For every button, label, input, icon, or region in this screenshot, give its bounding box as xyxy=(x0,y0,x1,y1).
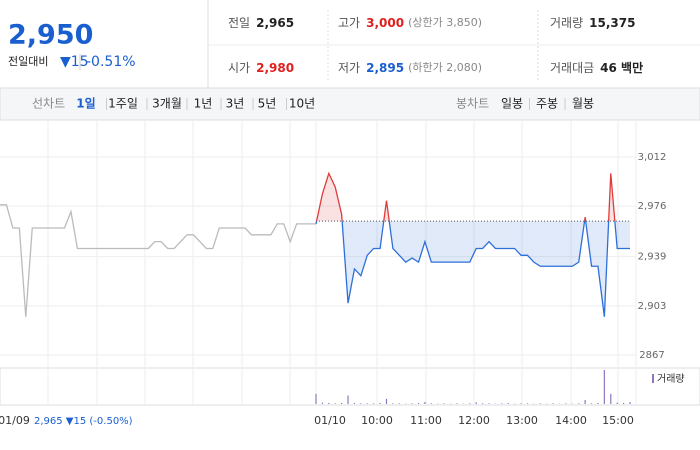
volume-bar xyxy=(501,403,503,404)
change-label: 전일대비 xyxy=(8,54,48,68)
x-tick-label: 13:00 xyxy=(506,414,538,427)
tab-label: 선차트 xyxy=(32,97,65,111)
volume-bar xyxy=(539,403,541,404)
volume-bar xyxy=(385,398,388,404)
stat-value: 2,965 xyxy=(256,16,294,30)
volume-bar xyxy=(616,402,618,404)
x-tick-label: 11:00 xyxy=(410,414,442,427)
volume-bar xyxy=(379,402,381,404)
volume-bar xyxy=(353,402,356,404)
stat: 시가 2,980 xyxy=(228,61,294,75)
volume-bar xyxy=(584,399,586,404)
stat: 거래량 15,375 xyxy=(550,16,635,30)
change: ▼15 xyxy=(60,54,89,70)
volume-bar xyxy=(443,403,445,404)
y-tick-label: 2,939 xyxy=(638,252,667,263)
stat-note: (상한가 3,850) xyxy=(408,16,482,29)
prev-day-line xyxy=(0,204,316,317)
x-tick-label: 01/10 xyxy=(314,414,346,427)
x-tick-label: 14:00 xyxy=(555,414,587,427)
volume-bar xyxy=(328,402,330,404)
change-pct: -0.51% xyxy=(86,54,136,70)
candle-tab[interactable]: 주봉 xyxy=(536,97,558,111)
volume-bar xyxy=(610,393,612,404)
volume-bar xyxy=(597,402,599,404)
stat-value: 2,980 xyxy=(256,61,294,75)
volume-bar xyxy=(411,403,413,404)
period-tab[interactable]: 3개월 xyxy=(152,97,182,111)
prev-summary: 2,965 ▼15 (-0.50%) xyxy=(34,416,133,427)
volume-bar xyxy=(456,403,458,404)
y-tick-label: 3,012 xyxy=(638,152,667,163)
stat-label: 거래량 xyxy=(550,16,583,30)
candle-tab[interactable]: 일봉 xyxy=(501,97,523,111)
stat-label: 전일 xyxy=(228,16,250,30)
stat-note: (하한가 2,080) xyxy=(408,60,482,74)
x-tick-label: 15:00 xyxy=(602,414,634,427)
volume-bar xyxy=(315,393,317,404)
stat-value: 46 백만 xyxy=(600,60,643,75)
volume-bar xyxy=(565,403,567,404)
volume-bar xyxy=(482,403,484,404)
volume-bar xyxy=(552,403,554,404)
y-tick-label: 2867 xyxy=(639,350,664,361)
volume-bar xyxy=(398,403,400,404)
volume-bar xyxy=(603,370,605,404)
legend-swatch xyxy=(652,374,654,383)
volume-bar xyxy=(341,402,343,404)
candle-tab[interactable]: 월봉 xyxy=(572,97,594,111)
stat-label: 거래대금 xyxy=(550,61,594,75)
volume-bar xyxy=(520,403,522,404)
period-tab[interactable]: 3년 xyxy=(226,97,245,111)
x-tick-label: 10:00 xyxy=(361,414,393,427)
volume-bar xyxy=(578,403,580,404)
volume-bar xyxy=(321,402,324,404)
period-tab[interactable]: 1일 xyxy=(76,97,95,111)
stat: 고가 3,000 (상한가 3,850) xyxy=(338,16,482,30)
tab-label: 봉차트 xyxy=(456,97,489,111)
volume-bar xyxy=(373,403,375,404)
volume-bar xyxy=(629,401,631,404)
volume-bar xyxy=(430,403,432,404)
period-tab[interactable]: 10년 xyxy=(289,97,315,111)
stat-value: 2,895 xyxy=(366,61,404,75)
x-tick-label: 12:00 xyxy=(458,414,490,427)
volume-bar xyxy=(590,403,593,404)
volume-bar xyxy=(417,402,420,404)
stat: 전일 2,965 xyxy=(228,16,294,30)
period-tab[interactable]: 5년 xyxy=(258,97,277,111)
volume-bar xyxy=(392,403,394,404)
volume-bar xyxy=(334,403,336,404)
y-tick-label: 2,903 xyxy=(638,301,667,312)
period-tab[interactable]: 1년 xyxy=(194,97,213,111)
price-area xyxy=(316,173,630,317)
stat-label: 시가 xyxy=(228,61,250,75)
volume-bar xyxy=(526,403,529,404)
volume-bar xyxy=(507,402,509,404)
volume-bar xyxy=(622,402,625,404)
volume-bar xyxy=(360,403,362,404)
y-tick-label: 2,976 xyxy=(638,201,667,212)
stat-label: 고가 xyxy=(338,16,360,30)
price: 2,950 xyxy=(8,20,93,51)
stat-label: 저가 xyxy=(338,61,360,75)
volume-bar xyxy=(424,401,426,404)
period-tab[interactable]: 1주일 xyxy=(108,97,138,111)
prev-date: 01/09 xyxy=(0,414,30,427)
tab-bar xyxy=(0,87,700,121)
price-line xyxy=(315,171,630,317)
volume-bar xyxy=(475,402,477,404)
volume-bar xyxy=(488,403,490,404)
volume-bar xyxy=(366,403,368,404)
volume-bar xyxy=(469,403,471,404)
volume-pane xyxy=(0,367,700,406)
volume-bar xyxy=(347,395,349,404)
legend-label: 거래량 xyxy=(657,373,685,385)
stat-value: 15,375 xyxy=(589,16,635,30)
stat: 저가 2,895 (하한가 2,080) xyxy=(338,60,482,75)
stat-value: 3,000 xyxy=(366,16,404,30)
stat: 거래대금 46 백만 xyxy=(550,60,643,75)
